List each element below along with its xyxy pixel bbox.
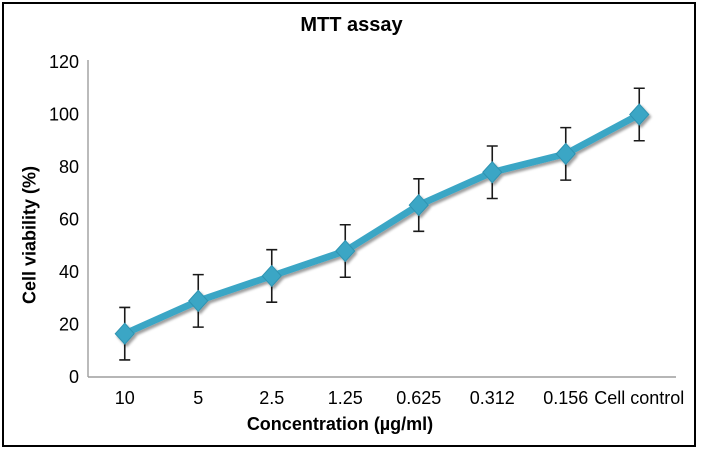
- x-tick-label: 0.312: [470, 388, 515, 408]
- x-tick-label: 0.625: [396, 388, 441, 408]
- y-tick-label: 20: [59, 315, 79, 335]
- x-tick-label: 10: [115, 388, 135, 408]
- x-tick-label: Cell control: [594, 388, 684, 408]
- y-tick-label: 100: [49, 105, 79, 125]
- data-point-marker: [555, 142, 576, 166]
- x-tick-label: 5: [193, 388, 203, 408]
- chart-title: MTT assay: [300, 14, 403, 36]
- x-tick-label: 1.25: [328, 388, 363, 408]
- data-point-marker: [629, 103, 650, 126]
- y-tick-label: 120: [49, 52, 79, 72]
- data-point-marker: [482, 161, 503, 184]
- data-point-marker: [261, 264, 282, 288]
- y-tick-label: 60: [59, 210, 79, 230]
- y-tick-label: 40: [59, 262, 79, 282]
- x-axis-title: Concentration (µg/ml): [246, 414, 434, 434]
- x-tick-label: 0.156: [543, 388, 588, 408]
- y-tick-label: 80: [59, 157, 79, 177]
- data-point-marker: [188, 289, 209, 313]
- data-point-marker: [335, 239, 356, 263]
- x-tick-label: 2.5: [259, 388, 284, 408]
- series-line: [121, 111, 643, 338]
- series-group: [114, 103, 650, 345]
- y-tick-label: 0: [69, 367, 79, 387]
- data-point-marker: [408, 193, 429, 217]
- data-point-marker: [114, 322, 135, 345]
